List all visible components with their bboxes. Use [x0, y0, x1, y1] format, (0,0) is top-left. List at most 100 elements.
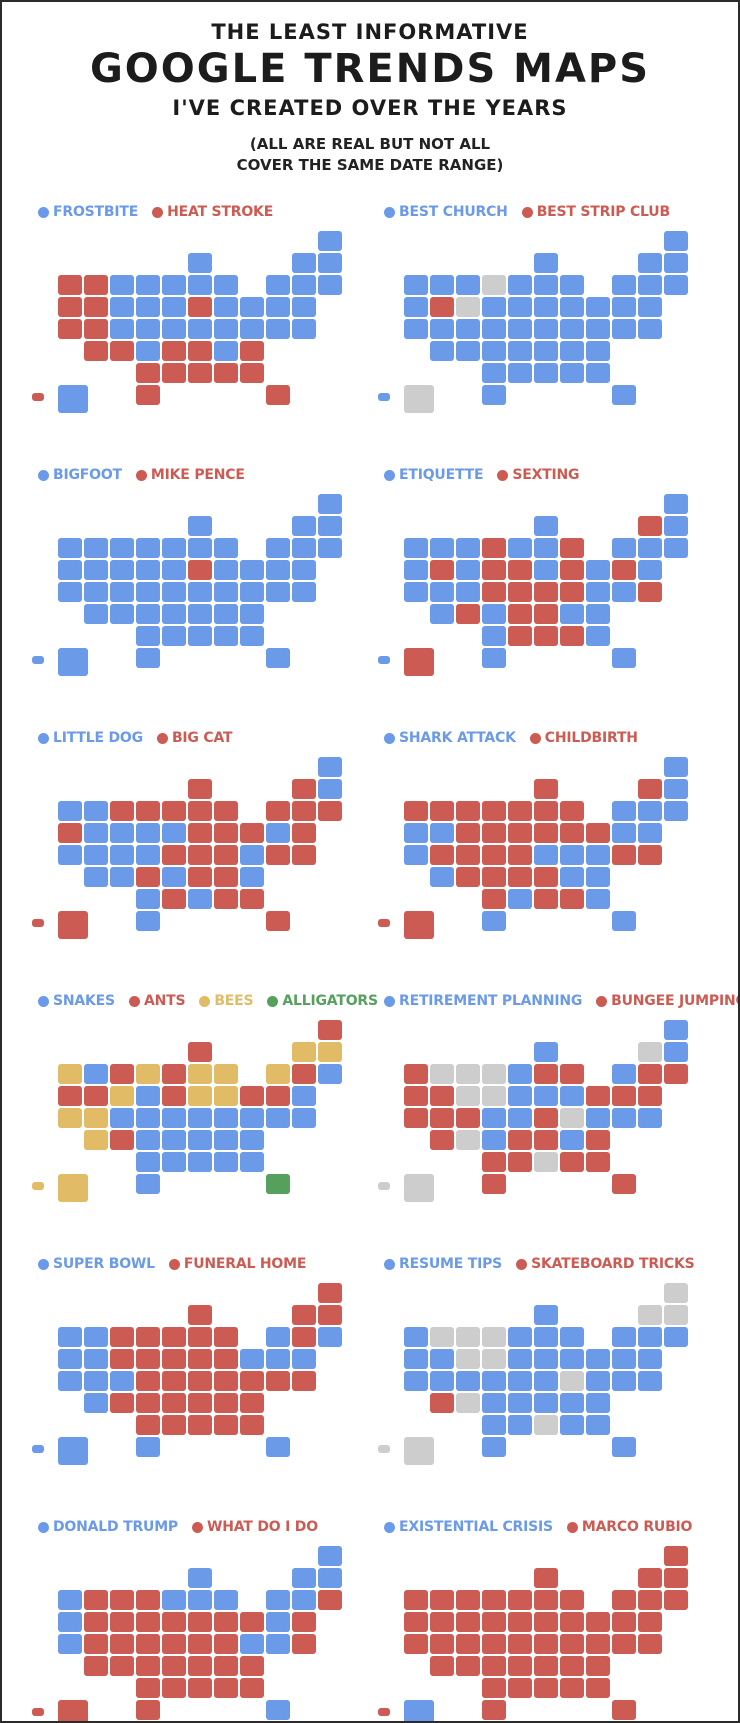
state-IN[interactable] [534, 1086, 558, 1106]
state-AR[interactable] [508, 341, 532, 361]
state-MA[interactable] [292, 275, 316, 295]
state-WI[interactable] [534, 779, 558, 799]
state-OK[interactable] [482, 363, 506, 383]
state-UT[interactable] [84, 319, 108, 339]
state-MA[interactable] [292, 1590, 316, 1610]
state-IA[interactable] [508, 1349, 532, 1369]
state-WI[interactable] [534, 1305, 558, 1325]
state-CO[interactable] [110, 1371, 134, 1391]
state-DE[interactable] [638, 845, 662, 865]
state-WY[interactable] [456, 1349, 480, 1369]
state-NE[interactable] [136, 1634, 160, 1654]
state-MT[interactable] [456, 1064, 480, 1084]
state-NV[interactable] [84, 823, 108, 843]
state-ID[interactable] [84, 1064, 108, 1084]
state-OH[interactable] [560, 1349, 584, 1369]
state-WA[interactable] [404, 538, 428, 558]
state-IL[interactable] [188, 538, 212, 558]
state-NY[interactable] [266, 1327, 290, 1347]
state-NH[interactable] [318, 1305, 342, 1325]
state-UT[interactable] [84, 1371, 108, 1391]
state-SC[interactable] [240, 1393, 264, 1413]
state-NM[interactable] [110, 1393, 134, 1413]
state-OH[interactable] [560, 297, 584, 317]
state-NJ[interactable] [612, 823, 636, 843]
state-NV[interactable] [84, 1349, 108, 1369]
state-NY[interactable] [612, 275, 636, 295]
state-MO[interactable] [508, 1634, 532, 1654]
state-SD[interactable] [136, 1086, 160, 1106]
state-OH[interactable] [560, 560, 584, 580]
state-NE[interactable] [136, 319, 160, 339]
state-OK[interactable] [136, 1152, 160, 1172]
state-MO[interactable] [508, 319, 532, 339]
state-KY[interactable] [534, 1108, 558, 1128]
state-IN[interactable] [188, 823, 212, 843]
state-ID[interactable] [430, 1064, 454, 1084]
state-MI[interactable] [560, 538, 584, 558]
state-IL[interactable] [188, 275, 212, 295]
state-GA[interactable] [240, 363, 264, 383]
state-RI[interactable] [664, 1327, 688, 1347]
state-WV[interactable] [560, 1371, 584, 1391]
state-ME[interactable] [664, 757, 688, 777]
state-ND[interactable] [482, 801, 506, 821]
state-IN[interactable] [534, 823, 558, 843]
state-LA[interactable] [508, 1152, 532, 1172]
state-KY[interactable] [188, 1108, 212, 1128]
state-MD[interactable] [266, 582, 290, 602]
state-HI[interactable] [378, 1708, 390, 1716]
state-AK[interactable] [404, 648, 434, 676]
state-DE[interactable] [292, 1108, 316, 1128]
state-HI[interactable] [32, 656, 44, 664]
state-DE[interactable] [292, 1634, 316, 1654]
state-LA[interactable] [162, 1415, 186, 1435]
state-DE[interactable] [292, 845, 316, 865]
state-MI[interactable] [560, 275, 584, 295]
state-MD[interactable] [266, 319, 290, 339]
state-RI[interactable] [318, 1064, 342, 1084]
state-CA[interactable] [404, 1634, 428, 1654]
state-AZ[interactable] [430, 1656, 454, 1676]
state-AK[interactable] [58, 1174, 88, 1202]
state-TN[interactable] [188, 1656, 212, 1676]
state-MS[interactable] [534, 1415, 558, 1435]
state-MD[interactable] [266, 845, 290, 865]
state-SC[interactable] [240, 1656, 264, 1676]
state-WV[interactable] [214, 1634, 238, 1654]
state-IN[interactable] [188, 560, 212, 580]
state-OH[interactable] [214, 560, 238, 580]
state-ID[interactable] [84, 538, 108, 558]
state-IA[interactable] [162, 1086, 186, 1106]
state-NV[interactable] [84, 560, 108, 580]
state-RI[interactable] [664, 1064, 688, 1084]
state-IN[interactable] [534, 1349, 558, 1369]
state-MS[interactable] [188, 889, 212, 909]
state-MI[interactable] [214, 1064, 238, 1084]
state-NJ[interactable] [612, 560, 636, 580]
state-KY[interactable] [534, 319, 558, 339]
state-IA[interactable] [162, 1349, 186, 1369]
state-AZ[interactable] [84, 1393, 108, 1413]
state-DE[interactable] [638, 1371, 662, 1391]
state-VA[interactable] [240, 319, 264, 339]
state-OR[interactable] [58, 823, 82, 843]
state-OR[interactable] [404, 297, 428, 317]
state-IL[interactable] [534, 801, 558, 821]
state-MI[interactable] [214, 275, 238, 295]
state-PA[interactable] [586, 297, 610, 317]
state-TN[interactable] [188, 1393, 212, 1413]
state-MN[interactable] [162, 1590, 186, 1610]
state-AL[interactable] [560, 889, 584, 909]
state-IN[interactable] [188, 1612, 212, 1632]
state-WI[interactable] [188, 779, 212, 799]
state-IL[interactable] [534, 538, 558, 558]
state-KS[interactable] [482, 1130, 506, 1150]
state-TX[interactable] [136, 1174, 160, 1194]
state-RI[interactable] [664, 538, 688, 558]
state-FL[interactable] [266, 1700, 290, 1720]
state-AL[interactable] [214, 1152, 238, 1172]
state-MN[interactable] [508, 801, 532, 821]
state-OK[interactable] [136, 889, 160, 909]
state-SD[interactable] [482, 823, 506, 843]
